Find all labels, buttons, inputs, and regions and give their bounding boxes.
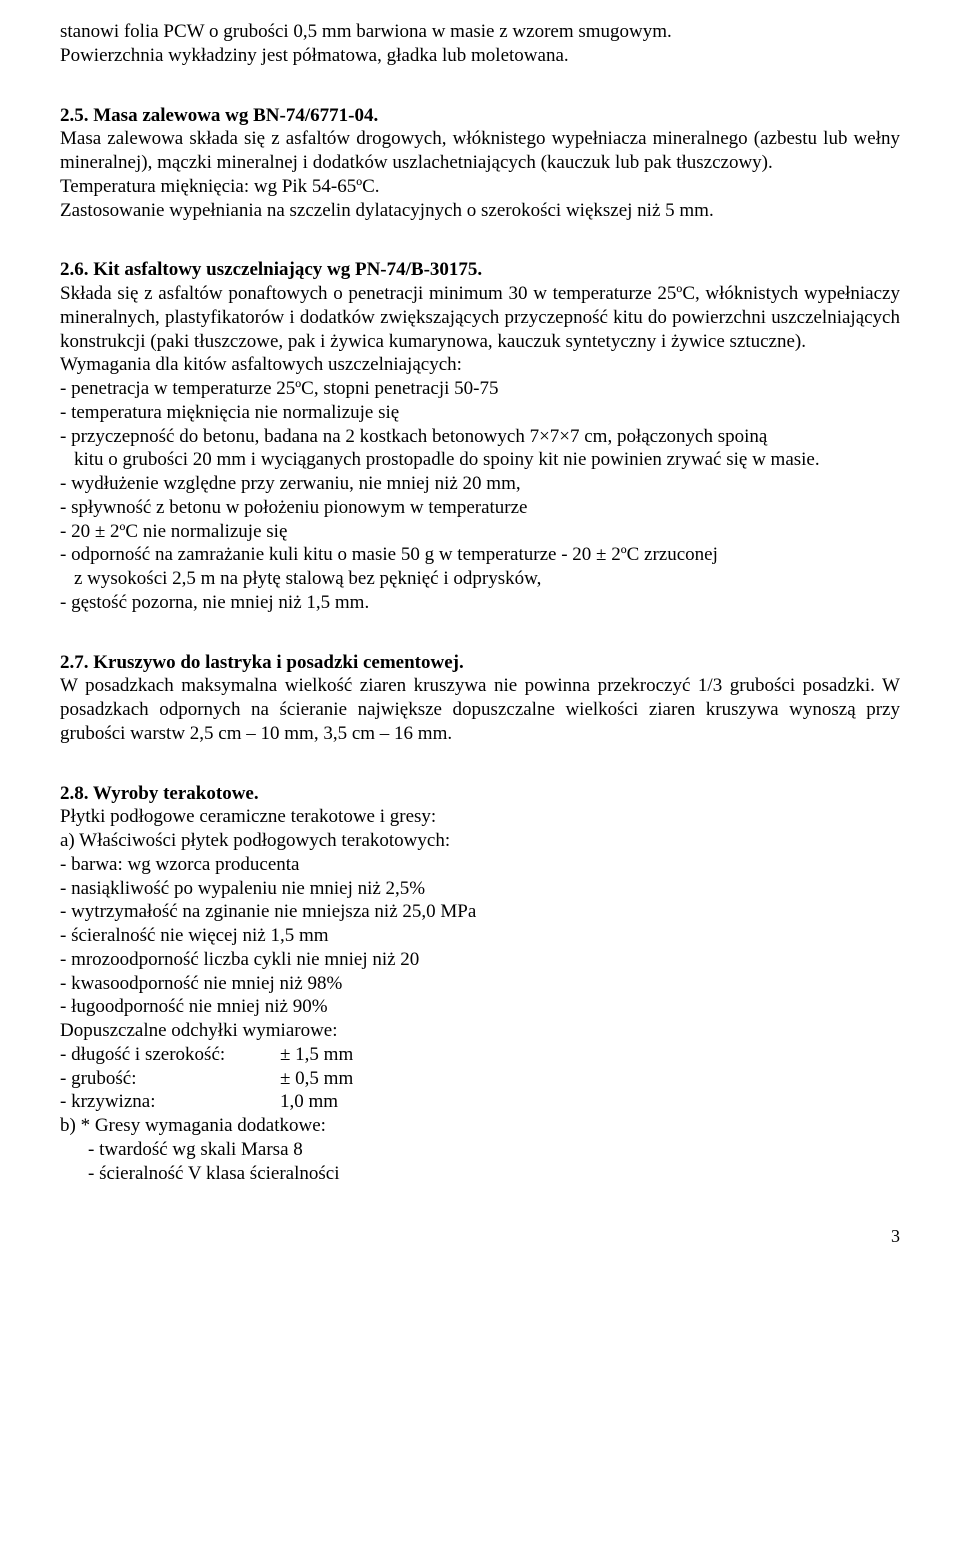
list-item: - ścieralność V klasa ścieralności [88, 1162, 900, 1186]
s25-p1: Masa zalewowa składa się z asfaltów drog… [60, 127, 900, 175]
list-item: - nasiąkliwość po wypaleniu nie mniej ni… [60, 877, 900, 901]
s26-b4: - wydłużenie względne przy zerwaniu, nie… [60, 472, 900, 496]
list-item: - krzywizna:1,0 mm [60, 1090, 900, 1114]
heading-2-5: 2.5. Masa zalewowa wg BN-74/6771-04. [60, 104, 900, 128]
s28-p1: Płytki podłogowe ceramiczne terakotowe i… [60, 805, 900, 829]
intro-line-2: Powierzchnia wykładziny jest półmatowa, … [60, 44, 900, 68]
heading-2-6: 2.6. Kit asfaltowy uszczelniający wg PN-… [60, 258, 900, 282]
s25-p3: Zastosowanie wypełniania na szczelin dyl… [60, 199, 900, 223]
dop-value: ± 0,5 mm [280, 1068, 353, 1089]
list-item: - barwa: wg wzorca producenta [60, 853, 900, 877]
list-item: - ścieralność nie więcej niż 1,5 mm [60, 924, 900, 948]
s28-a-label: a) Właściwości płytek podłogowych terako… [60, 829, 900, 853]
list-item: - grubość:± 0,5 mm [60, 1067, 900, 1091]
s28-b-label: b) * Gresy wymagania dodatkowe: [60, 1114, 900, 1138]
s26-b7a: - odporność na zamrażanie kuli kitu o ma… [60, 543, 900, 567]
dop-label: - krzywizna: [60, 1090, 280, 1114]
s26-b5: - spływność z betonu w położeniu pionowy… [60, 496, 900, 520]
page-number: 3 [60, 1225, 900, 1248]
s26-b7b: z wysokości 2,5 m na płytę stalową bez p… [74, 567, 900, 591]
list-item: - ługoodporność nie mniej niż 90% [60, 995, 900, 1019]
s26-b2: - temperatura mięknięcia nie normalizuje… [60, 401, 900, 425]
heading-2-8: 2.8. Wyroby terakotowe. [60, 782, 900, 806]
s26-b3b: kitu o grubości 20 mm i wyciąganych pros… [74, 448, 900, 472]
list-item: - kwasoodporność nie mniej niż 98% [60, 972, 900, 996]
s26-p1: Składa się z asfaltów ponaftowych o pene… [60, 282, 900, 353]
dop-value: 1,0 mm [280, 1091, 338, 1112]
s28-dop-label: Dopuszczalne odchyłki wymiarowe: [60, 1019, 900, 1043]
list-item: - wytrzymałość na zginanie nie mniejsza … [60, 900, 900, 924]
list-item: - twardość wg skali Marsa 8 [88, 1138, 900, 1162]
s26-b6: - 20 ± 2ºC nie normalizuje się [60, 520, 900, 544]
s25-p2: Temperatura mięknięcia: wg Pik 54-65ºC. [60, 175, 900, 199]
list-item: - mrozoodporność liczba cykli nie mniej … [60, 948, 900, 972]
document-page: stanowi folia PCW o grubości 0,5 mm barw… [0, 0, 960, 1268]
s26-b8: - gęstość pozorna, nie mniej niż 1,5 mm. [60, 591, 900, 615]
dop-value: ± 1,5 mm [280, 1044, 353, 1065]
s26-b1: - penetracja w temperaturze 25ºC, stopni… [60, 377, 900, 401]
dop-label: - grubość: [60, 1067, 280, 1091]
heading-2-7: 2.7. Kruszywo do lastryka i posadzki cem… [60, 651, 900, 675]
s26-p2: Wymagania dla kitów asfaltowych uszczeln… [60, 353, 900, 377]
dop-label: - długość i szerokość: [60, 1043, 280, 1067]
intro-line-1: stanowi folia PCW o grubości 0,5 mm barw… [60, 20, 900, 44]
list-item: - długość i szerokość:± 1,5 mm [60, 1043, 900, 1067]
s27-p1: W posadzkach maksymalna wielkość ziaren … [60, 674, 900, 745]
s26-b3a: - przyczepność do betonu, badana na 2 ko… [60, 425, 900, 449]
